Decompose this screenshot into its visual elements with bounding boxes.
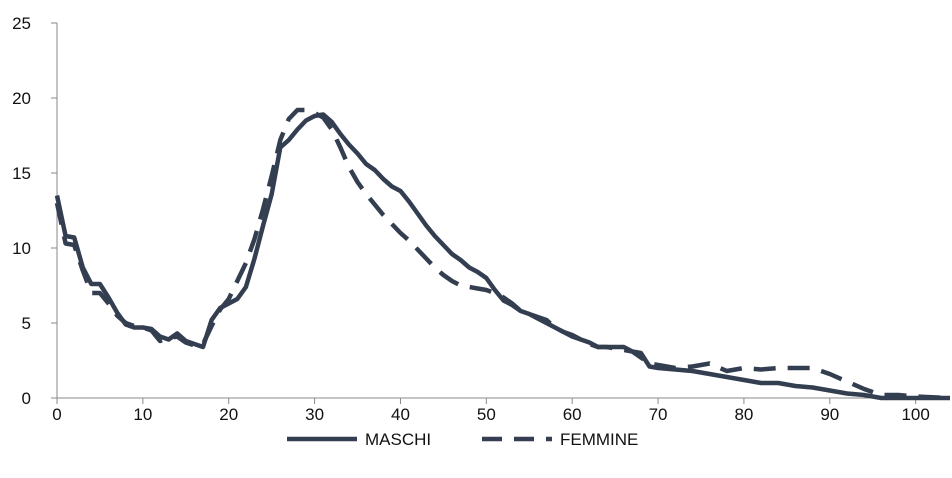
x-tick-label: 90: [820, 405, 839, 424]
legend-label-maschi: MASCHI: [365, 430, 431, 449]
y-tick-label: 25: [12, 14, 31, 33]
y-tick-label: 10: [12, 239, 31, 258]
x-tick-label: 100: [901, 405, 929, 424]
y-tick-label: 20: [12, 89, 31, 108]
series-layer: [54, 107, 951, 401]
axes: 0 5 10 15 20 25 0 10 20 30 40 50 60 70 80 90 100: [12, 14, 950, 424]
legend: MASCHI FEMMINE: [287, 430, 638, 449]
x-tick-label: 10: [133, 405, 152, 424]
x-tick-label: 80: [734, 405, 753, 424]
x-tick-label: 0: [52, 405, 61, 424]
y-tick-label: 15: [12, 164, 31, 183]
y-tick-label: 0: [22, 389, 31, 408]
x-tick-label: 60: [563, 405, 582, 424]
x-tick-label: 30: [305, 405, 324, 424]
series-line-maschi: [54, 112, 950, 401]
series-line-femmine: [54, 107, 951, 401]
x-tick-label: 20: [219, 405, 238, 424]
legend-label-femmine: FEMMINE: [560, 430, 638, 449]
x-tick-label: 50: [477, 405, 496, 424]
x-tick-label: 70: [649, 405, 668, 424]
x-tick-label: 40: [391, 405, 410, 424]
y-tick-label: 5: [22, 314, 31, 333]
